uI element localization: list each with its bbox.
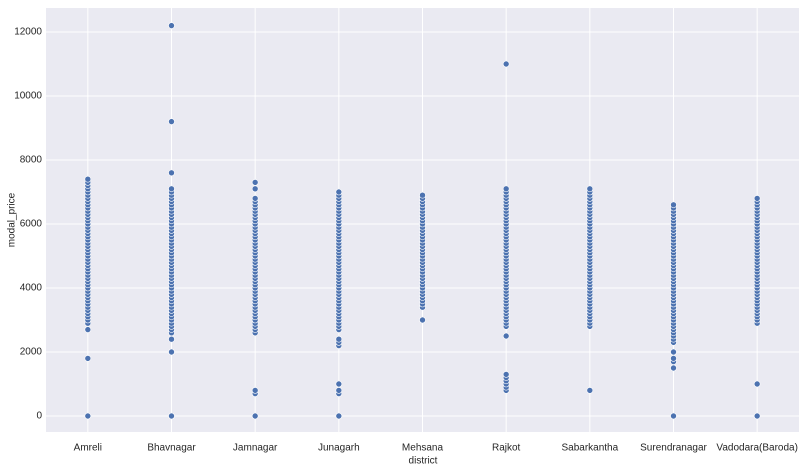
point: [168, 335, 175, 343]
point: [670, 348, 677, 356]
y-tick-label: 0: [36, 411, 42, 422]
point: [753, 380, 761, 388]
point: [84, 326, 92, 333]
point: [335, 188, 343, 196]
y-axis-label: modal_price: [7, 192, 18, 247]
point: [168, 185, 175, 193]
y-tick-label: 12000: [14, 27, 42, 38]
point: [251, 195, 259, 202]
x-tick-label: Mehsana: [402, 443, 444, 454]
y-tick-label: 2000: [20, 347, 43, 358]
point: [251, 179, 259, 186]
x-tick-label: Bhavnagar: [147, 443, 196, 454]
point: [335, 387, 343, 394]
point: [586, 387, 594, 394]
point: [335, 335, 343, 343]
point: [502, 60, 510, 68]
point: [168, 22, 175, 29]
x-tick-label: Junagarh: [318, 443, 360, 454]
x-tick-label: Jamnagar: [233, 443, 278, 454]
point: [335, 412, 343, 420]
point: [251, 412, 259, 420]
point: [335, 380, 343, 388]
x-tick-label: Surendranagar: [640, 443, 707, 454]
point: [753, 412, 761, 420]
point: [419, 191, 426, 199]
point: [168, 348, 175, 356]
point: [502, 371, 510, 378]
point: [168, 118, 175, 125]
y-tick-label: 6000: [20, 219, 43, 230]
point: [670, 412, 677, 420]
point: [84, 355, 92, 362]
point: [670, 201, 677, 209]
x-axis-label: district: [409, 456, 438, 467]
point: [251, 185, 259, 193]
x-tick-label: Amreli: [74, 443, 102, 454]
point: [168, 412, 175, 420]
point: [670, 355, 677, 362]
x-tick-label: Rajkot: [492, 443, 521, 454]
point: [251, 387, 259, 394]
point: [502, 332, 510, 340]
y-tick-label: 10000: [14, 91, 42, 102]
x-tick-label: Vadodara(Baroda): [716, 443, 798, 454]
point: [168, 169, 175, 177]
y-tick-label: 4000: [20, 283, 43, 294]
point: [84, 412, 92, 420]
point: [753, 195, 761, 202]
point: [84, 175, 92, 183]
y-tick-label: 8000: [20, 155, 43, 166]
point: [419, 316, 426, 324]
point: [670, 364, 677, 372]
point: [502, 185, 510, 193]
point: [586, 185, 594, 193]
x-tick-label: Sabarkantha: [561, 443, 618, 454]
